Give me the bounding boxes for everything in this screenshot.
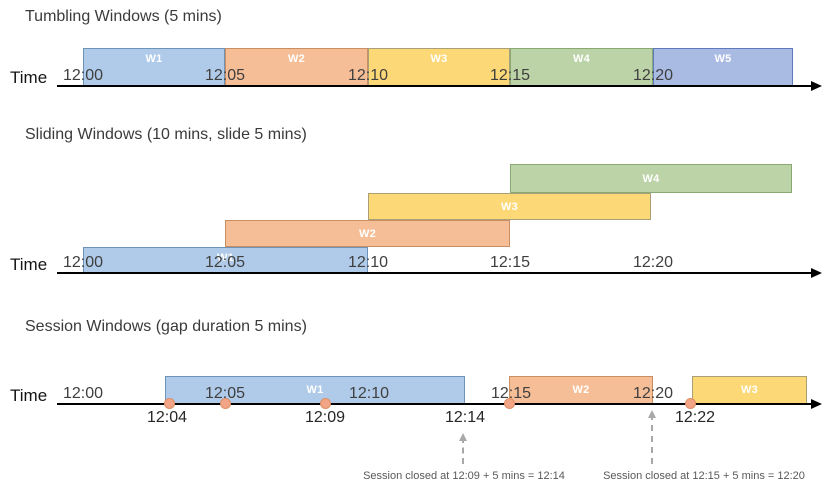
sliding-title: Sliding Windows (10 mins, slide 5 mins)	[25, 126, 307, 143]
axis-tick: 12:20	[632, 385, 674, 402]
window-label: W2	[358, 227, 377, 240]
sliding-window-w3: W3	[368, 193, 651, 220]
tumbling-time-axis	[57, 85, 813, 87]
event-time-label: 12:22	[674, 409, 716, 426]
event-time-label: 12:14	[444, 409, 486, 426]
window-label: W3	[430, 53, 448, 65]
axis-arrowhead-icon	[811, 399, 822, 409]
session-window-w1: W1	[165, 376, 465, 404]
window-label: W3	[740, 384, 759, 396]
window-label: W1	[216, 252, 235, 264]
session-window-w3: W3	[692, 376, 807, 404]
event-dot-12-15	[504, 398, 515, 409]
axis-tick: 12:05	[204, 67, 246, 84]
axis-arrowhead-icon	[811, 81, 822, 91]
event-dot-12-04	[164, 398, 175, 409]
tumbling-window-w2: W2	[225, 48, 368, 86]
window-label: W2	[572, 384, 590, 396]
annotation-arrow-icon	[459, 433, 467, 464]
event-dot-12-22	[685, 398, 696, 409]
window-label: W3	[500, 200, 519, 213]
sliding-time-axis	[57, 272, 813, 274]
axis-tick: 12:15	[489, 67, 531, 84]
axis-tick: 12:05	[204, 385, 246, 402]
tumbling-window-w5: W5	[653, 48, 793, 86]
window-label: W5	[714, 53, 732, 65]
axis-tick: 12:15	[490, 385, 532, 402]
axis-tick: 12:00	[62, 67, 104, 84]
annotation-arrow-icon	[648, 410, 656, 464]
axis-tick: 12:05	[204, 254, 246, 271]
axis-tick: 12:00	[62, 254, 104, 271]
sliding-window-w1: W1	[83, 247, 368, 273]
sliding-window-w4: W4	[510, 164, 792, 193]
axis-tick: 12:20	[632, 254, 674, 271]
event-dot-12-09	[320, 398, 331, 409]
axis-tick: 12:10	[347, 254, 389, 271]
tumbling-window-w1: W1	[83, 48, 225, 86]
axis-tick: 12:10	[348, 385, 390, 402]
tumbling-window-w3: W3	[368, 48, 510, 86]
session-title: Session Windows (gap duration 5 mins)	[25, 318, 307, 335]
axis-arrowhead-icon	[811, 268, 822, 278]
axis-tick: 12:00	[62, 385, 104, 402]
sliding-window-w2: W2	[225, 220, 510, 247]
sliding-axis-label: Time	[10, 255, 48, 274]
axis-tick: 12:15	[489, 254, 531, 271]
axis-tick: 12:20	[632, 67, 674, 84]
window-label: W4	[642, 172, 660, 185]
session-time-axis	[57, 403, 813, 405]
window-label: W1	[306, 384, 324, 396]
axis-tick: 12:10	[347, 67, 389, 84]
event-time-label: 12:09	[304, 409, 346, 426]
event-dot	[220, 398, 231, 409]
window-label: W2	[287, 53, 306, 65]
session-close-annotation: Session closed at 12:15 + 5 mins = 12:20	[603, 470, 805, 482]
window-label: W1	[145, 53, 163, 65]
event-time-label: 12:04	[146, 409, 188, 426]
tumbling-title: Tumbling Windows (5 mins)	[25, 8, 222, 25]
session-axis-label: Time	[10, 386, 48, 405]
tumbling-axis-label: Time	[10, 68, 48, 87]
tumbling-window-w4: W4	[510, 48, 653, 86]
session-close-annotation: Session closed at 12:09 + 5 mins = 12:14	[363, 470, 565, 482]
window-label: W4	[572, 53, 591, 65]
